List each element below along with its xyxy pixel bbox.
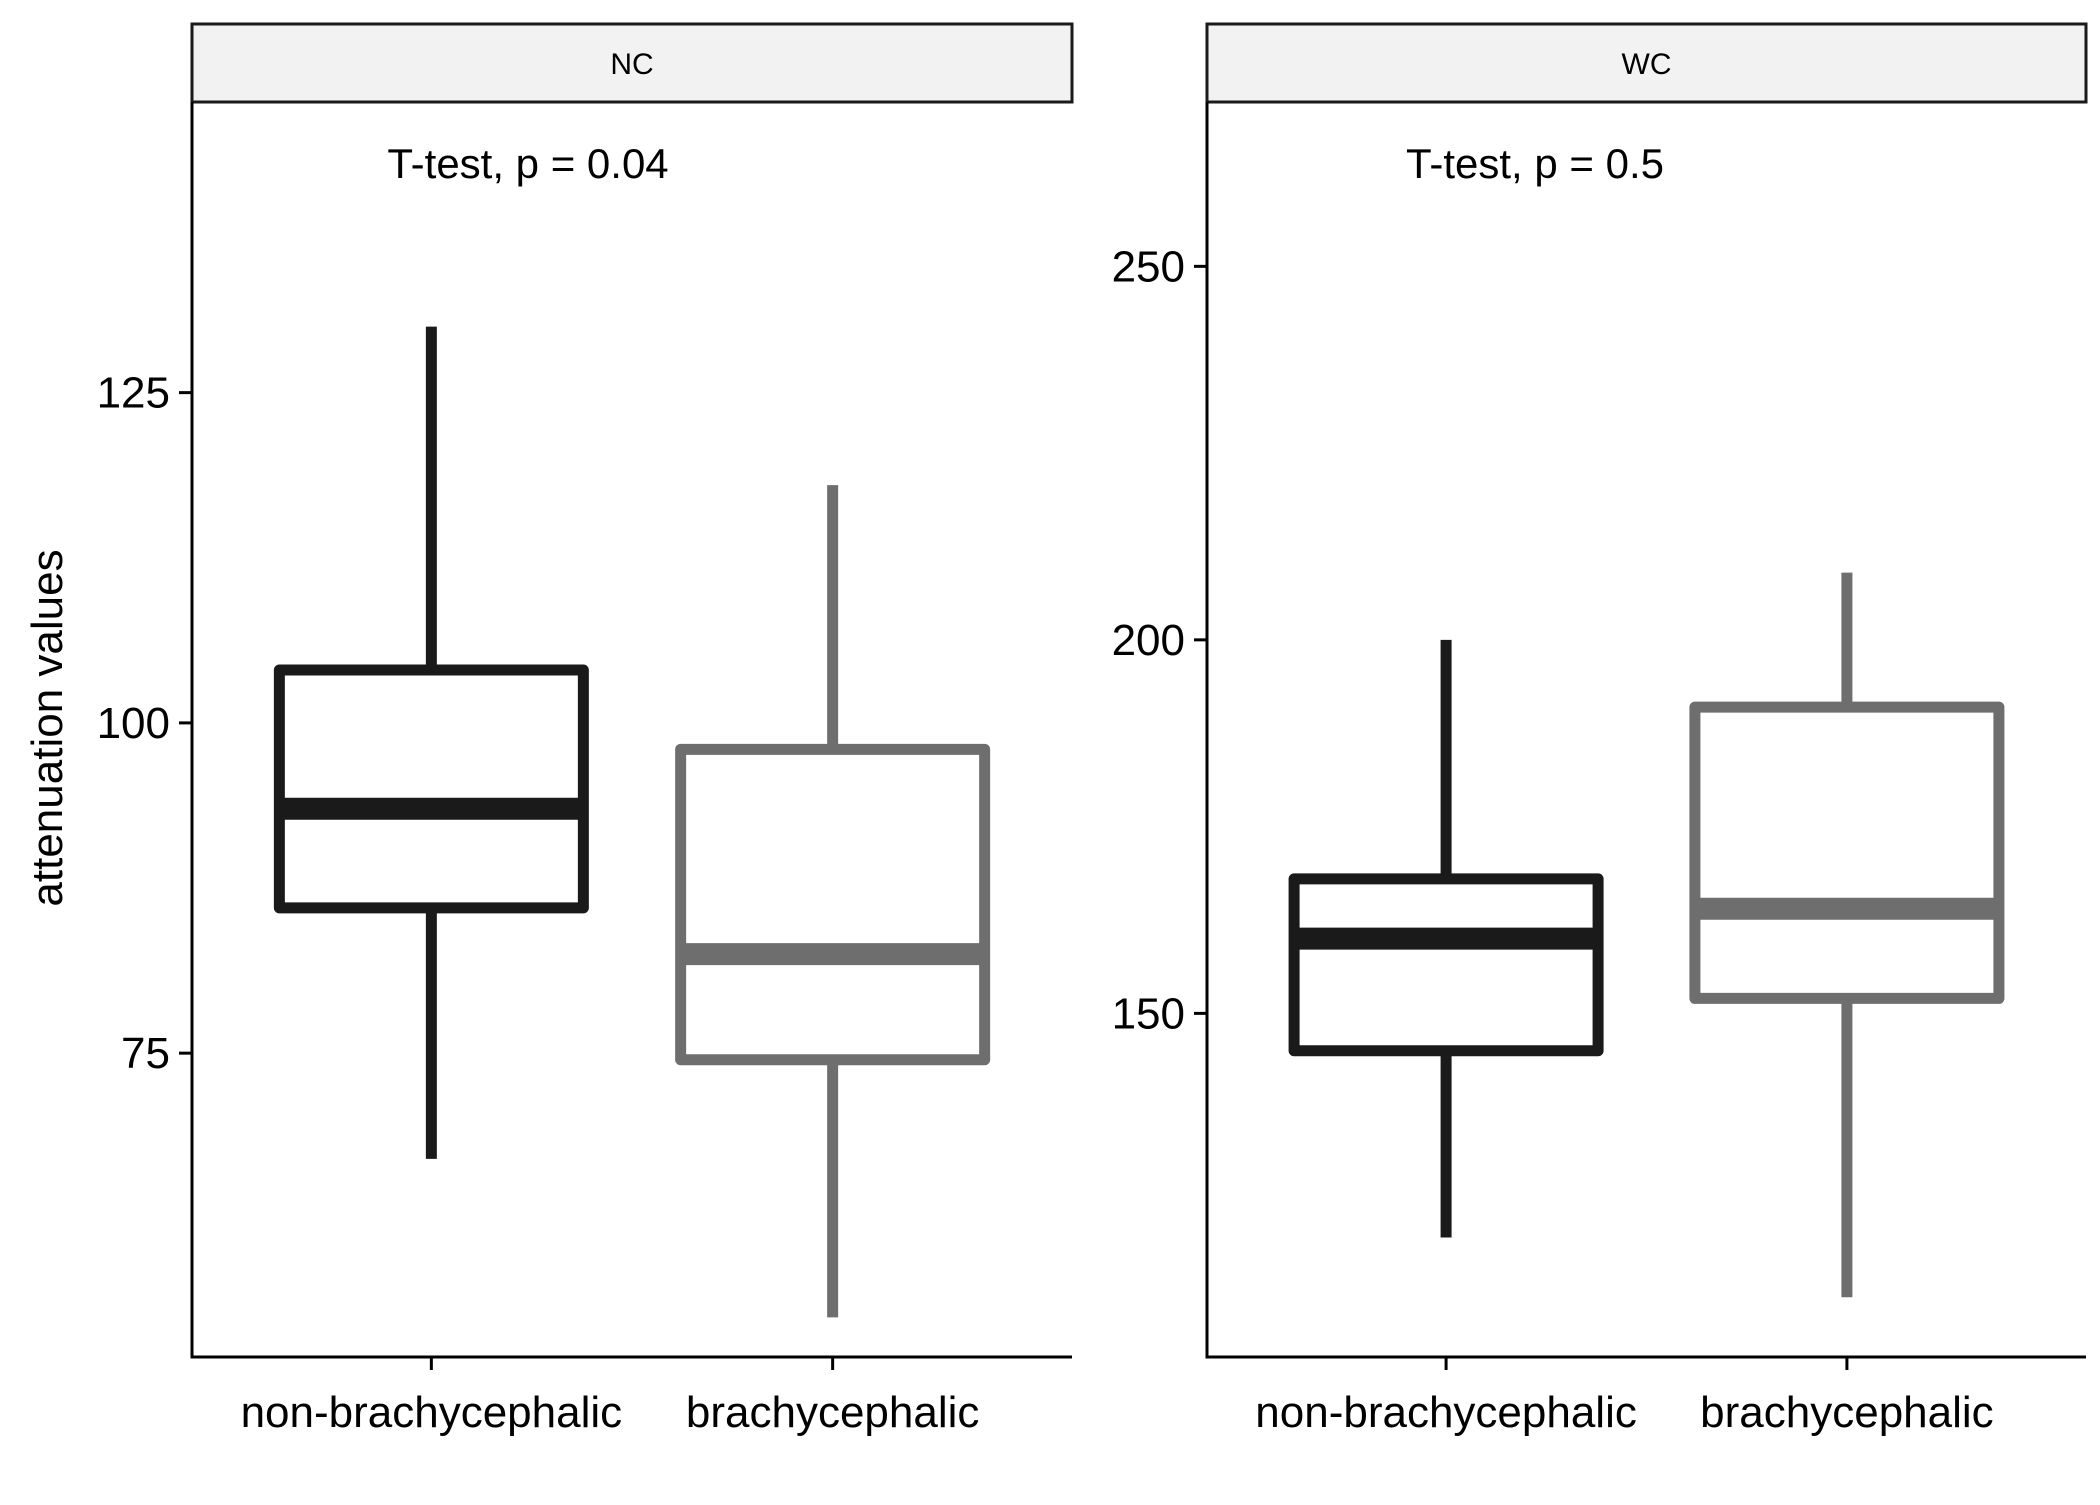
box-brachycephalic xyxy=(675,485,991,1318)
y-tick-label: 100 xyxy=(97,699,170,748)
facet-strip xyxy=(190,22,1074,104)
y-tick-label: 200 xyxy=(1112,616,1185,665)
box-non-brachycephalic xyxy=(1288,639,1604,1238)
facet-strip-label: WC xyxy=(1622,48,1672,81)
facet-strip-label: NC xyxy=(610,48,653,81)
x-tick-label: brachycephalic xyxy=(686,1388,980,1437)
iqr-box xyxy=(273,664,589,914)
panel-wc: WC T-test, p = 0.5 150 200 250 non-brachyceph… xyxy=(1112,22,2088,1437)
panels-layer: NC T-test, p = 0.04 75 100 125 non-brachyceph… xyxy=(97,22,2088,1437)
x-tick-label: non-brachycephalic xyxy=(1255,1388,1637,1437)
iqr-box xyxy=(1288,873,1604,1057)
y-tick-label: 150 xyxy=(1112,989,1185,1038)
test-annotation: T-test, p = 0.04 xyxy=(387,140,668,187)
iqr-box xyxy=(675,743,991,1066)
box-brachycephalic xyxy=(1689,572,2005,1298)
facet-strip xyxy=(1205,22,2088,104)
x-tick-label: non-brachycephalic xyxy=(241,1388,623,1437)
y-tick-label: 250 xyxy=(1112,242,1185,291)
x-tick-label: brachycephalic xyxy=(1700,1388,1994,1437)
y-tick-label: 125 xyxy=(97,369,170,418)
y-tick-label: 75 xyxy=(121,1029,170,1078)
iqr-box xyxy=(1689,701,2005,1004)
box-non-brachycephalic xyxy=(273,326,589,1159)
y-axis-title: attenuation values xyxy=(23,549,72,906)
test-annotation: T-test, p = 0.5 xyxy=(1406,140,1664,187)
panel-nc: NC T-test, p = 0.04 75 100 125 non-brachyceph… xyxy=(97,22,1074,1437)
